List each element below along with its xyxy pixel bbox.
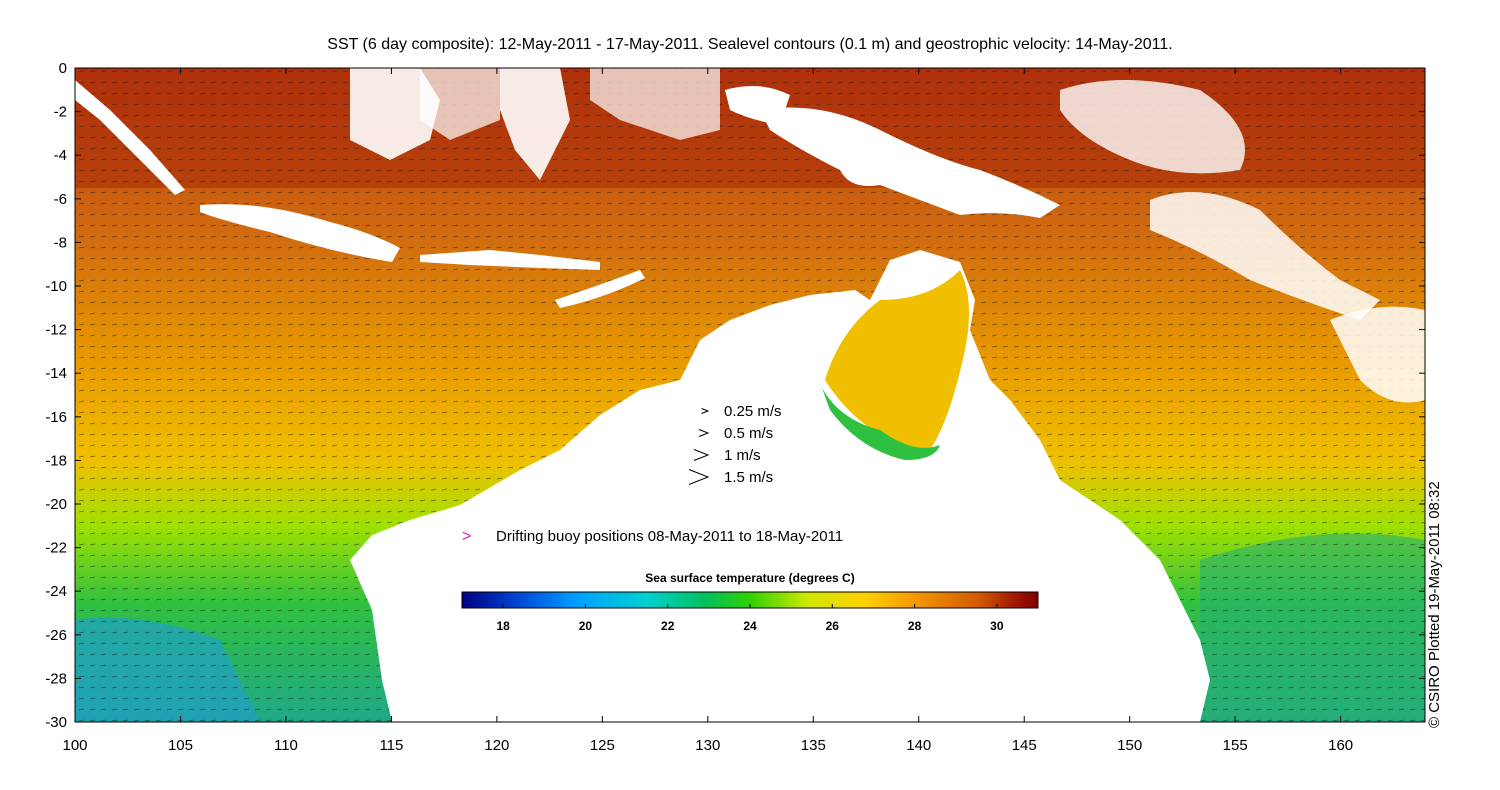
x-tick-label: 120 — [484, 737, 509, 754]
gulf-of-carpentaria — [825, 270, 969, 452]
colorbar-tick-label: 30 — [990, 619, 1004, 633]
x-tick-label: 100 — [62, 737, 87, 754]
y-tick-label: -24 — [45, 583, 67, 600]
colorbar-tick-label: 22 — [661, 619, 675, 633]
land-lesser-sunda — [420, 250, 600, 270]
x-tick-label: 110 — [274, 737, 298, 754]
x-tick-label: 160 — [1328, 737, 1353, 754]
y-tick-label: -30 — [45, 714, 67, 731]
x-tick-label: 105 — [168, 737, 193, 754]
velocity-legend-arrow — [693, 449, 710, 461]
land-new-guinea-north — [725, 86, 790, 125]
colorbar-tick-label: 20 — [579, 619, 593, 633]
velocity-legend-arrow — [701, 408, 710, 414]
velocity-legend-label: 1 m/s — [724, 447, 761, 464]
y-tick-label: -12 — [45, 322, 67, 339]
cloud-top-left — [420, 68, 500, 140]
land-solomon-cloud — [1150, 192, 1380, 320]
x-tick-label: 130 — [695, 737, 720, 754]
velocity-legend-arrow — [688, 469, 710, 485]
velocity-legend-label: 1.5 m/s — [724, 469, 773, 486]
land-sumatra — [75, 80, 185, 195]
land-timor — [555, 270, 645, 308]
plot-frame — [74, 67, 1426, 723]
y-tick-label: 0 — [59, 60, 67, 77]
y-tick-label: -14 — [45, 365, 67, 382]
land-java — [200, 204, 400, 262]
y-tick-label: -20 — [45, 496, 67, 513]
colorbar-tick-label: 28 — [908, 619, 922, 633]
x-tick-label: 140 — [906, 737, 931, 754]
y-tick-label: -18 — [45, 452, 67, 469]
y-tick-label: -10 — [45, 278, 67, 295]
velocity-legend-arrow — [698, 429, 710, 437]
colorbar: Sea surface temperature (degrees C) 18 20… — [461, 571, 1039, 633]
cloud-right-edge — [1330, 306, 1425, 403]
plot-credit: © CSIRO Plotted 19-May-2011 08:32 — [1426, 481, 1443, 728]
colorbar-tick-label: 18 — [496, 619, 510, 633]
land-new-guinea — [760, 107, 1060, 218]
x-axis: 100 105 110 115 120 125 130 135 140 145 150 155 160 — [62, 68, 1353, 754]
cloud-top-mid — [590, 68, 720, 140]
buoy-legend: > Drifting buoy positions 08-May-2011 to… — [462, 528, 843, 545]
x-tick-label: 115 — [379, 737, 403, 754]
y-tick-label: -22 — [45, 540, 67, 557]
buoy-marker-icon: > — [462, 528, 471, 545]
x-tick-label: 145 — [1012, 737, 1037, 754]
y-tick-label: -26 — [45, 627, 67, 644]
cloud-top-right — [1060, 80, 1245, 174]
y-tick-label: -4 — [54, 147, 67, 164]
colorbar-title: Sea surface temperature (degrees C) — [645, 571, 854, 585]
y-axis: 0 -2 -4 -6 -8 -10 -12 -14 -16 -18 -20 -22 -24 -26 -28 -… — [45, 60, 1425, 731]
velocity-legend-label: 0.25 m/s — [724, 403, 782, 420]
x-tick-label: 135 — [801, 737, 826, 754]
map-title: SST (6 day composite): 12-May-2011 - 17-… — [327, 36, 1173, 53]
velocity-legend: 0.25 m/s 0.5 m/s 1 m/s 1.5 m/s — [688, 403, 782, 486]
buoy-legend-label: Drifting buoy positions 08-May-2011 to 1… — [496, 528, 843, 545]
velocity-legend-label: 0.5 m/s — [724, 425, 773, 442]
y-tick-label: -6 — [54, 191, 67, 208]
y-tick-label: -2 — [54, 104, 67, 121]
colorbar-tick-label: 24 — [743, 619, 757, 633]
x-tick-label: 150 — [1117, 737, 1142, 754]
land-borneo — [350, 68, 440, 160]
y-tick-label: -8 — [54, 234, 67, 251]
y-tick-label: -16 — [45, 409, 67, 426]
colorbar-ticks: 18 20 22 24 26 28 30 — [496, 604, 1004, 633]
x-tick-label: 125 — [590, 737, 615, 754]
colorbar-tick-label: 26 — [826, 619, 840, 633]
gulf-green-rim — [822, 388, 940, 460]
x-tick-label: 155 — [1223, 737, 1248, 754]
land-sulawesi — [500, 68, 570, 180]
y-tick-label: -28 — [45, 670, 67, 687]
